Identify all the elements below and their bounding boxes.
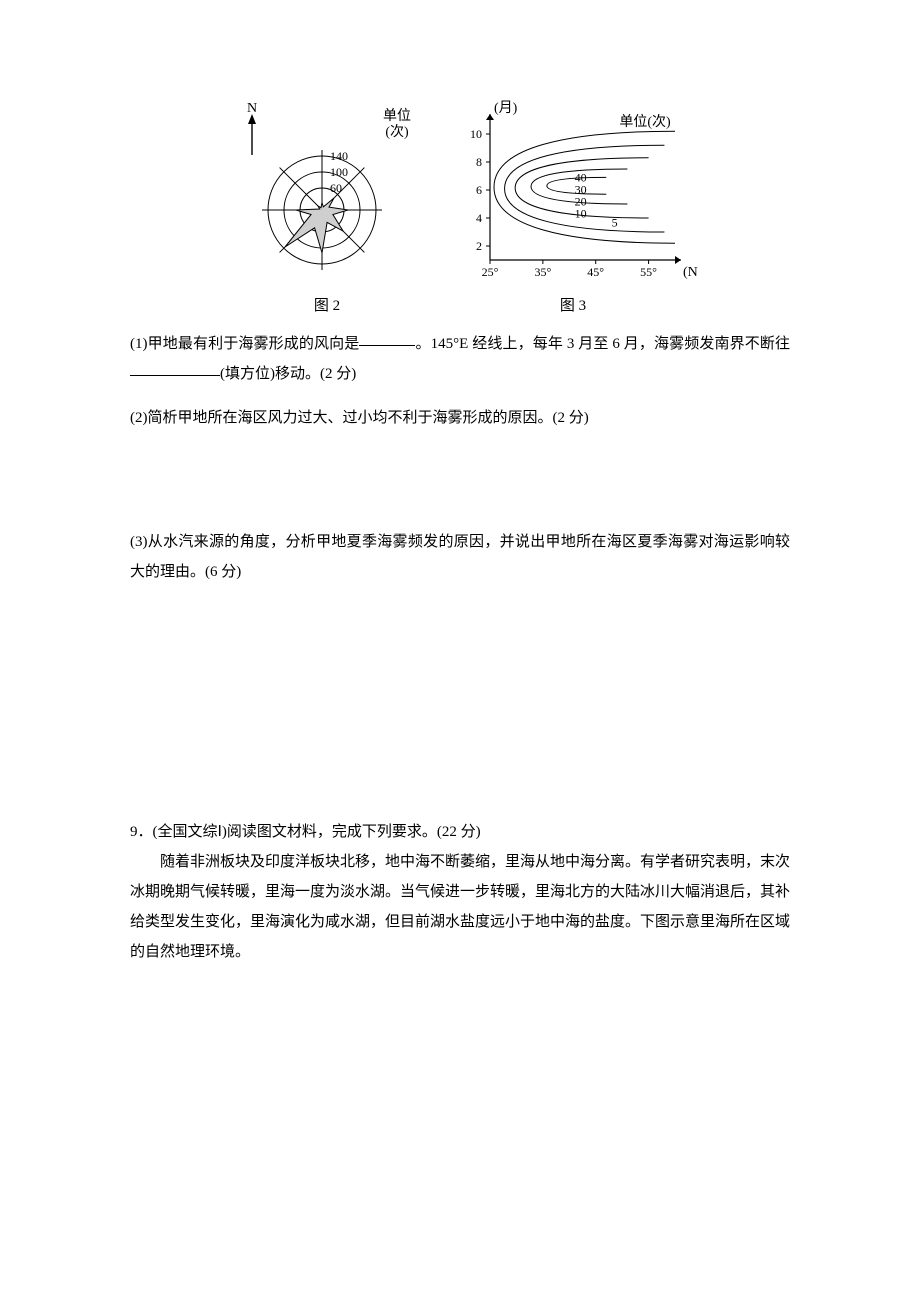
gap-1 bbox=[130, 433, 790, 513]
question-1-text: (1)甲地最有利于海雾形成的风向是 。145°E 经线上，每年 3 月至 6 月，… bbox=[130, 329, 790, 389]
question-2-text: (2)简析甲地所在海区风力过大、过小均不利于海雾形成的原因。(2 分) bbox=[130, 403, 790, 433]
question-9-head: 9．(全国文综Ⅰ)阅读图文材料，完成下列要求。(22 分) bbox=[130, 817, 790, 847]
question-3-text: (3)从水汽来源的角度，分析甲地夏季海雾频发的原因，并说出甲地所在海区夏季海雾对… bbox=[130, 527, 790, 587]
q1-prefix: (1)甲地最有利于海雾形成的风向是 bbox=[130, 336, 359, 352]
svg-text:N: N bbox=[247, 101, 257, 116]
svg-text:(月): (月) bbox=[494, 100, 518, 116]
q1-blank-1 bbox=[359, 331, 415, 346]
svg-text:10: 10 bbox=[470, 127, 482, 141]
svg-text:单位: 单位 bbox=[383, 108, 411, 124]
svg-text:45°: 45° bbox=[587, 265, 604, 279]
figure-3-caption: 图 3 bbox=[560, 294, 586, 315]
svg-text:25°: 25° bbox=[482, 265, 499, 279]
q1-suffix: (填方位)移动。(2 分) bbox=[220, 366, 356, 382]
svg-text:8: 8 bbox=[476, 155, 482, 169]
q1-mid: 。145°E 经线上，每年 3 月至 6 月，海雾频发南界不断往 bbox=[415, 336, 790, 352]
gap-2 bbox=[130, 587, 790, 817]
svg-text:100: 100 bbox=[330, 165, 348, 179]
figure-row: N 单位(次) 60 100 140 图 2 25° 35° 45° 55° (N) 2 4 6 8 10… bbox=[130, 100, 790, 315]
svg-text:4: 4 bbox=[476, 211, 482, 225]
svg-text:(次): (次) bbox=[385, 124, 409, 140]
q1-blank-2 bbox=[130, 361, 220, 376]
figure-2-wrap: N 单位(次) 60 100 140 图 2 bbox=[222, 100, 432, 315]
svg-text:(N): (N) bbox=[683, 265, 698, 280]
figure-3-contour: 25°35°45°55°(N)246810(月)单位(次)403020105 bbox=[448, 100, 698, 290]
svg-text:2: 2 bbox=[476, 239, 482, 253]
question-2: (2)简析甲地所在海区风力过大、过小均不利于海雾形成的原因。(2 分) bbox=[130, 403, 790, 433]
figure-3-wrap: 25°35°45°55°(N)246810(月)单位(次)403020105 图… bbox=[448, 100, 698, 315]
question-9-body: 随着非洲板块及印度洋板块北移，地中海不断萎缩，里海从地中海分离。有学者研究表明，… bbox=[130, 847, 790, 967]
svg-text:10: 10 bbox=[575, 207, 587, 221]
figure-2-rose: N 单位(次) 60 100 140 bbox=[222, 100, 432, 290]
svg-text:60: 60 bbox=[330, 181, 342, 195]
question-9: 9．(全国文综Ⅰ)阅读图文材料，完成下列要求。(22 分) 随着非洲板块及印度洋… bbox=[130, 817, 790, 967]
svg-text:5: 5 bbox=[612, 215, 618, 229]
question-3: (3)从水汽来源的角度，分析甲地夏季海雾频发的原因，并说出甲地所在海区夏季海雾对… bbox=[130, 527, 790, 587]
svg-text:6: 6 bbox=[476, 183, 482, 197]
svg-text:35°: 35° bbox=[534, 265, 551, 279]
svg-text:单位(次): 单位(次) bbox=[619, 114, 671, 130]
figure-2-caption: 图 2 bbox=[314, 294, 340, 315]
question-1: (1)甲地最有利于海雾形成的风向是 。145°E 经线上，每年 3 月至 6 月，… bbox=[130, 329, 790, 389]
svg-text:55°: 55° bbox=[640, 265, 657, 279]
svg-text:140: 140 bbox=[330, 149, 348, 163]
